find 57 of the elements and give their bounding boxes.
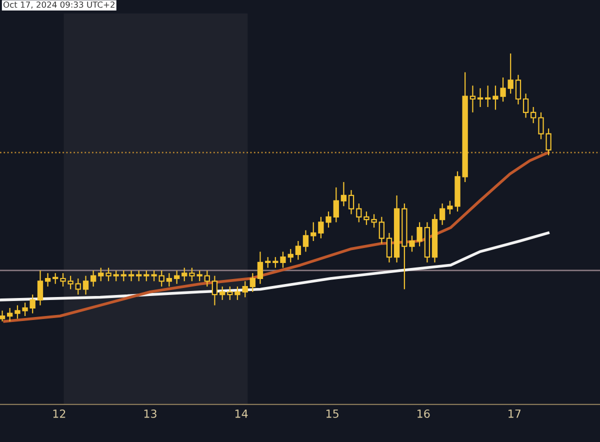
candlestick <box>470 85 476 113</box>
candlestick <box>508 52 514 94</box>
candlestick <box>348 190 354 215</box>
candlestick <box>220 286 226 300</box>
candlestick <box>333 186 339 223</box>
candlestick <box>272 256 278 268</box>
candlestick <box>265 256 271 268</box>
candlestick <box>90 270 96 288</box>
text: Oct 17, 2024 09:33 UTC+2 <box>3 1 114 9</box>
candlestick <box>295 240 302 260</box>
candlestick <box>151 270 157 282</box>
candlestick <box>522 93 529 118</box>
candlestick <box>485 85 491 108</box>
candlestick <box>257 251 264 284</box>
candlestick <box>378 216 384 244</box>
candlestick <box>75 278 81 296</box>
candlestick <box>310 222 316 242</box>
candlestick <box>82 275 89 296</box>
candlestick <box>136 270 142 282</box>
candlestick <box>386 232 392 263</box>
candlestick <box>212 275 218 306</box>
candlestick <box>106 267 112 282</box>
candlestick <box>515 74 522 105</box>
candlestick <box>158 270 164 288</box>
x-tick-label: 16 <box>418 409 430 418</box>
x-tick-label: 15 <box>326 410 338 418</box>
x-tick-label: 13 <box>144 409 156 418</box>
candlestick <box>7 307 13 322</box>
candlestick <box>182 267 188 282</box>
candlestick <box>439 202 446 226</box>
candlestick <box>144 270 150 282</box>
x-tick-label: 17 <box>508 410 521 418</box>
candlestick <box>530 106 536 124</box>
candlestick <box>174 270 180 284</box>
x-tick-label: 14 <box>235 410 248 418</box>
candlestick <box>477 88 484 108</box>
candlestick <box>44 272 51 288</box>
candlestick <box>250 272 256 292</box>
candlestick <box>234 286 240 300</box>
candlestick <box>30 294 36 314</box>
x-tick-label: 12 <box>53 409 66 418</box>
candlestick <box>113 270 119 282</box>
candlestick <box>98 267 104 282</box>
candlestick <box>227 286 233 300</box>
candlestick <box>52 272 58 284</box>
candlestick <box>242 280 248 298</box>
candlestick <box>128 270 134 282</box>
candlestick <box>340 182 347 207</box>
candlestick <box>166 272 172 288</box>
candlestick <box>280 251 286 268</box>
candlestick <box>37 270 44 306</box>
candlestick <box>356 202 362 223</box>
candlestick <box>120 270 126 282</box>
candlestick <box>302 230 309 252</box>
candlestick <box>0 310 6 322</box>
candlestick <box>288 248 294 263</box>
candlestick <box>204 270 210 288</box>
